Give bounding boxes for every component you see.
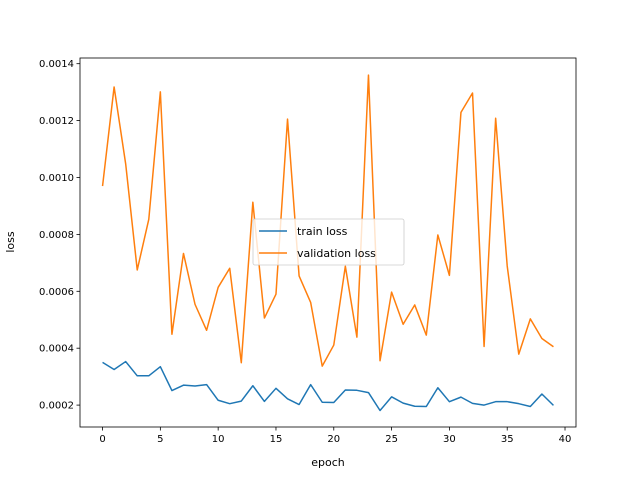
x-tick-label: 10: [212, 434, 225, 445]
y-axis-label: loss: [4, 231, 17, 253]
x-tick-label: 5: [157, 434, 163, 445]
x-tick-label: 0: [99, 434, 105, 445]
legend-box: [252, 218, 405, 266]
x-tick-label: 15: [270, 434, 283, 445]
y-tick-label: 0.0006: [39, 287, 74, 298]
y-tick-label: 0.0004: [39, 344, 74, 355]
y-tick-label: 0.0010: [39, 173, 74, 184]
series-line-train-loss: [102, 360, 554, 412]
legend: train loss validation loss: [252, 218, 405, 266]
series-layer: [101, 74, 554, 412]
legend-label-validation-loss: validation loss: [297, 247, 376, 260]
y-axis-ticks: 0.0002 0.0004 0.0006 0.0008 0.0010 0.0012 0.00…: [39, 59, 80, 412]
series-line-validation-loss: [101, 74, 554, 367]
y-tick-label: 0.0014: [39, 59, 74, 70]
y-tick-label: 0.0008: [39, 230, 74, 241]
x-axis-ticks: 0 5 10 15 20 25 30 35 40: [99, 427, 571, 445]
x-tick-label: 35: [501, 434, 514, 445]
x-tick-label: 25: [385, 434, 398, 445]
x-axis-label: epoch: [311, 456, 345, 469]
legend-label-train-loss: train loss: [297, 225, 348, 238]
x-tick-label: 30: [443, 434, 456, 445]
x-tick-label: 20: [327, 434, 340, 445]
plot-frame: [79, 57, 577, 428]
x-tick-label: 40: [559, 434, 572, 445]
y-tick-label: 0.0002: [39, 401, 74, 412]
y-tick-label: 0.0012: [39, 116, 74, 127]
